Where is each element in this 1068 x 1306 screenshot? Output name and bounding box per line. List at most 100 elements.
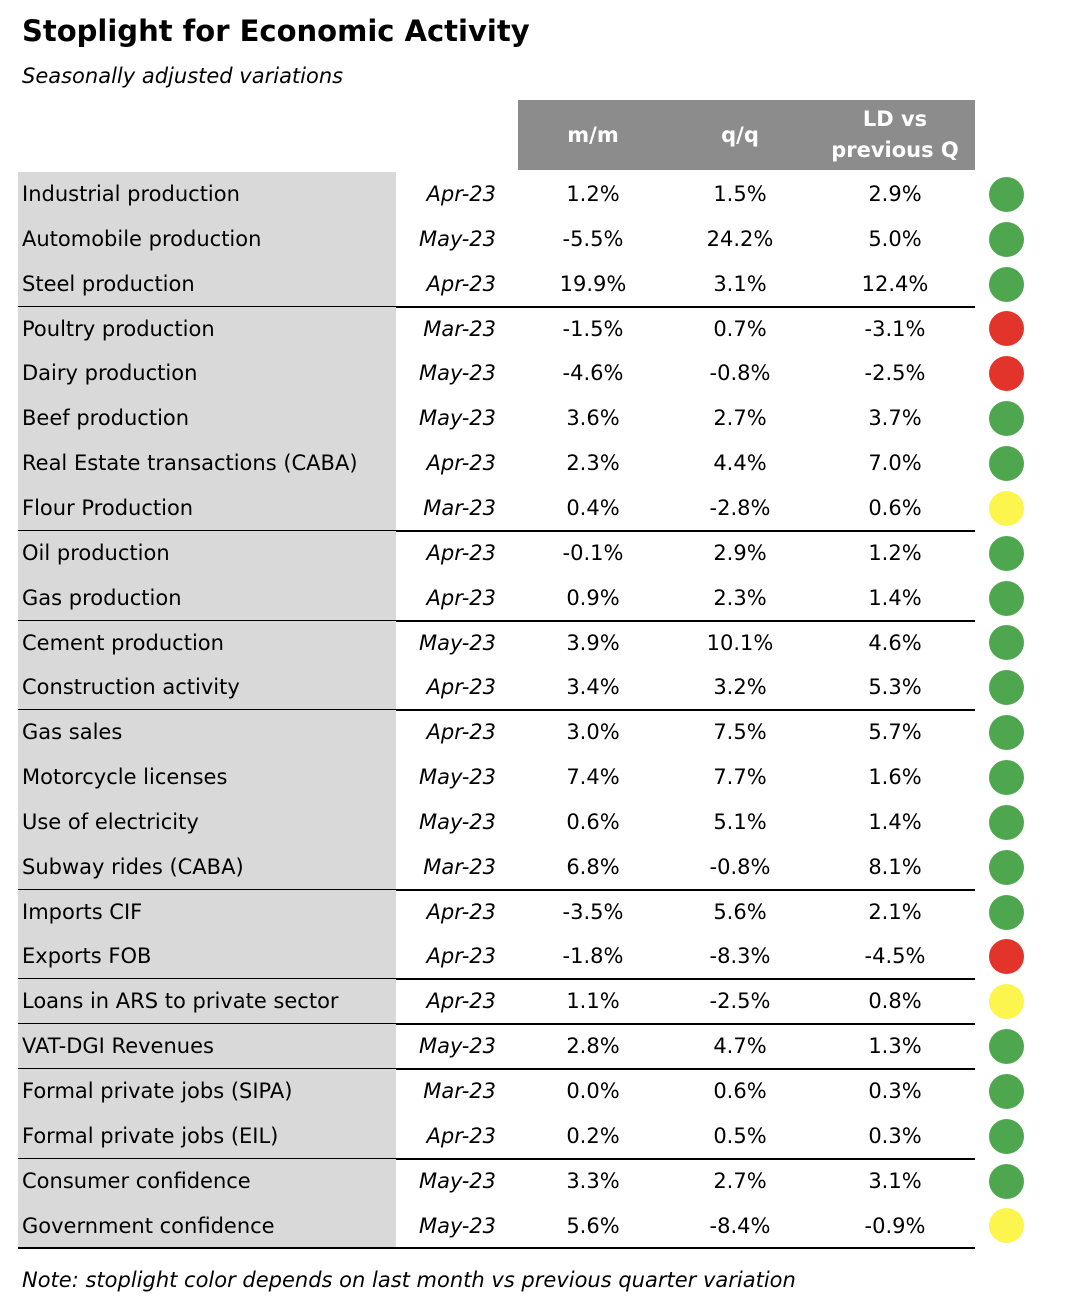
- value-cell: -8.4%: [709, 1213, 771, 1238]
- value-cell: 6.8%: [566, 854, 620, 879]
- row-label: Construction activity: [18, 665, 396, 711]
- row-label: Subway rides (CABA): [18, 844, 396, 890]
- row-label: Imports CIF: [18, 889, 396, 935]
- row-date: Apr-23: [426, 540, 496, 565]
- value-cell: 0.3%: [868, 1123, 922, 1148]
- value-cell: 1.4%: [868, 809, 922, 834]
- value-cell: 1.1%: [566, 989, 620, 1014]
- value-cell: 1.4%: [868, 585, 922, 610]
- stoplight: [989, 535, 1024, 571]
- value-cell: 0.0%: [566, 1079, 620, 1103]
- row-label: Formal private jobs (EIL): [18, 1113, 396, 1159]
- row-label: Formal private jobs (SIPA): [18, 1069, 396, 1114]
- column-header: q/q: [721, 122, 759, 147]
- value-cell: 3.3%: [566, 1168, 620, 1193]
- subtitle: Seasonally adjusted variations: [22, 64, 344, 88]
- stoplight: [989, 580, 1024, 616]
- value-cell: 5.6%: [713, 899, 767, 924]
- value-cell: 1.5%: [713, 182, 767, 206]
- column-header: m/m: [567, 122, 619, 147]
- group-separator: [18, 709, 975, 712]
- row-label: Loans in ARS to private sector: [18, 979, 396, 1025]
- row-label: Oil production: [18, 530, 396, 576]
- value-cell: 4.4%: [713, 451, 767, 476]
- value-cell: 3.1%: [713, 271, 767, 296]
- stoplight: [989, 311, 1024, 347]
- row-date: May-23: [419, 1168, 496, 1193]
- stoplight: [989, 1163, 1024, 1199]
- value-cell: 0.5%: [713, 1123, 767, 1148]
- group-separator: [18, 978, 975, 981]
- stoplight: [989, 221, 1024, 257]
- row-date: Apr-23: [426, 675, 496, 700]
- value-cell: 2.8%: [566, 1034, 620, 1059]
- value-cell: -2.8%: [709, 495, 771, 520]
- value-cell: 0.8%: [868, 989, 922, 1014]
- value-cell: 1.6%: [868, 765, 922, 790]
- row-label: Dairy production: [18, 351, 396, 397]
- value-cell: 2.7%: [713, 1168, 767, 1193]
- value-cell: 8.1%: [868, 854, 922, 879]
- row-date: Apr-23: [426, 271, 496, 296]
- row-label: Beef production: [18, 396, 396, 442]
- row-date: Apr-23: [426, 899, 496, 924]
- value-cell: 4.7%: [713, 1034, 767, 1059]
- value-cell: 2.7%: [713, 406, 767, 431]
- value-cell: 0.2%: [566, 1123, 620, 1148]
- value-cell: -3.1%: [864, 316, 926, 341]
- row-date: Mar-23: [423, 316, 496, 341]
- value-cell: 0.6%: [713, 1079, 767, 1103]
- stoplight: [989, 804, 1024, 840]
- stoplight: [989, 849, 1024, 885]
- value-cell: 0.4%: [566, 495, 620, 520]
- group-separator: [18, 305, 975, 308]
- title: Stoplight for Economic Activity: [22, 14, 530, 48]
- stoplight: [989, 759, 1024, 795]
- row-label: Consumer confidence: [18, 1158, 396, 1204]
- value-cell: 4.6%: [868, 630, 922, 655]
- row-date: May-23: [419, 1213, 496, 1238]
- row-date: May-23: [419, 226, 496, 251]
- value-cell: 7.0%: [868, 451, 922, 476]
- group-separator: [18, 1023, 975, 1026]
- value-cell: 1.2%: [868, 540, 922, 565]
- value-cell: 2.9%: [713, 540, 767, 565]
- value-cell: 5.3%: [868, 675, 922, 700]
- row-label: Industrial production: [18, 172, 396, 217]
- row-date: Apr-23: [426, 720, 496, 745]
- group-separator: [18, 619, 975, 622]
- row-label: Cement production: [18, 620, 396, 666]
- stoplight: [989, 939, 1024, 975]
- row-label: VAT-DGI Revenues: [18, 1024, 396, 1069]
- stoplight: [989, 670, 1024, 706]
- row-date: Mar-23: [423, 1079, 496, 1103]
- group-separator: [18, 1068, 975, 1070]
- column-header: LD vs previous Q: [831, 107, 959, 162]
- value-cell: -0.8%: [709, 854, 771, 879]
- row-label: Automobile production: [18, 216, 396, 262]
- stoplight: [989, 984, 1024, 1020]
- value-cell: 0.9%: [566, 585, 620, 610]
- value-cell: 2.1%: [868, 899, 922, 924]
- row-label: Flour Production: [18, 485, 396, 531]
- row-label: Exports FOB: [18, 934, 396, 980]
- value-cell: 0.6%: [868, 495, 922, 520]
- stoplight: [989, 715, 1024, 751]
- value-cell: -0.1%: [562, 540, 624, 565]
- value-cell: 7.5%: [713, 720, 767, 745]
- stoplight: [989, 625, 1024, 661]
- value-cell: 12.4%: [861, 271, 929, 296]
- value-cell: 10.1%: [706, 630, 774, 655]
- value-cell: 1.2%: [566, 182, 620, 206]
- row-date: Apr-23: [426, 585, 496, 610]
- stoplight: [989, 1073, 1024, 1109]
- row-date: Apr-23: [426, 989, 496, 1014]
- value-cell: 3.9%: [566, 630, 620, 655]
- value-cell: -2.5%: [709, 989, 771, 1014]
- row-date: May-23: [419, 1034, 496, 1059]
- value-cell: 0.7%: [713, 316, 767, 341]
- value-cell: 2.3%: [713, 585, 767, 610]
- value-cell: 7.7%: [713, 765, 767, 790]
- value-cell: 5.7%: [868, 720, 922, 745]
